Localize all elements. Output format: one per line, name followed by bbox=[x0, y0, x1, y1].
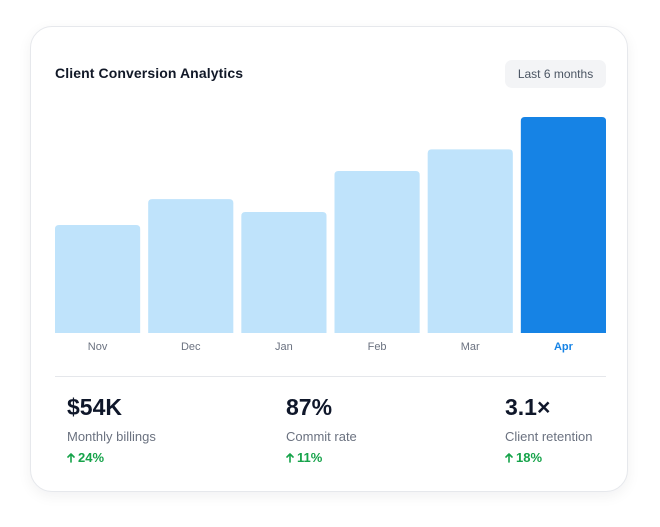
bar-chart: Nov Dec Jan Feb Mar Apr bbox=[55, 107, 606, 353]
tick-label-nov: Nov bbox=[88, 341, 108, 353]
tick-label-apr: Apr bbox=[554, 341, 574, 353]
stat-change-value: 24% bbox=[78, 450, 105, 465]
bar-mar[interactable] bbox=[427, 149, 513, 333]
stat-label: Commit rate bbox=[286, 429, 357, 444]
arrow-up-icon bbox=[505, 453, 513, 463]
bar-feb[interactable] bbox=[334, 171, 420, 333]
arrow-up-icon bbox=[67, 453, 75, 463]
stat-value: $54K bbox=[67, 394, 122, 420]
divider bbox=[55, 376, 606, 377]
tick-label-dec: Dec bbox=[181, 341, 201, 353]
stat-commit-rate: 87% Commit rate 11% bbox=[286, 393, 446, 466]
stat-label: Client retention bbox=[505, 429, 593, 444]
stat-change-value: 11% bbox=[297, 450, 323, 465]
stat-change: 24% bbox=[67, 450, 227, 466]
arrow-up-icon bbox=[286, 453, 294, 463]
stat-client-retention: 3.1× Client retention 18% bbox=[505, 393, 660, 466]
stat-monthly-billings: $54K Monthly billings 24% bbox=[67, 393, 227, 466]
stat-change: 11% bbox=[286, 450, 446, 466]
tick-label-jan: Jan bbox=[275, 341, 293, 353]
bar-jan[interactable] bbox=[241, 212, 327, 333]
bar-nov[interactable] bbox=[55, 225, 141, 333]
card-title: Client Conversion Analytics bbox=[55, 65, 244, 81]
bar-apr[interactable] bbox=[520, 117, 606, 333]
stat-value: 87% bbox=[286, 394, 333, 420]
tick-label-feb: Feb bbox=[368, 341, 387, 353]
tick-label-mar: Mar bbox=[461, 341, 480, 353]
stat-change: 18% bbox=[505, 450, 660, 466]
stat-change-value: 18% bbox=[516, 450, 543, 465]
bar-dec[interactable] bbox=[148, 199, 234, 333]
analytics-card: Client Conversion Analytics Last 6 month… bbox=[30, 26, 628, 492]
stat-label: Monthly billings bbox=[67, 429, 156, 444]
bar-chart-svg: Nov Dec Jan Feb Mar Apr bbox=[55, 117, 606, 353]
stat-value: 3.1× bbox=[505, 394, 551, 420]
date-range-button[interactable]: Last 6 months bbox=[505, 60, 606, 88]
